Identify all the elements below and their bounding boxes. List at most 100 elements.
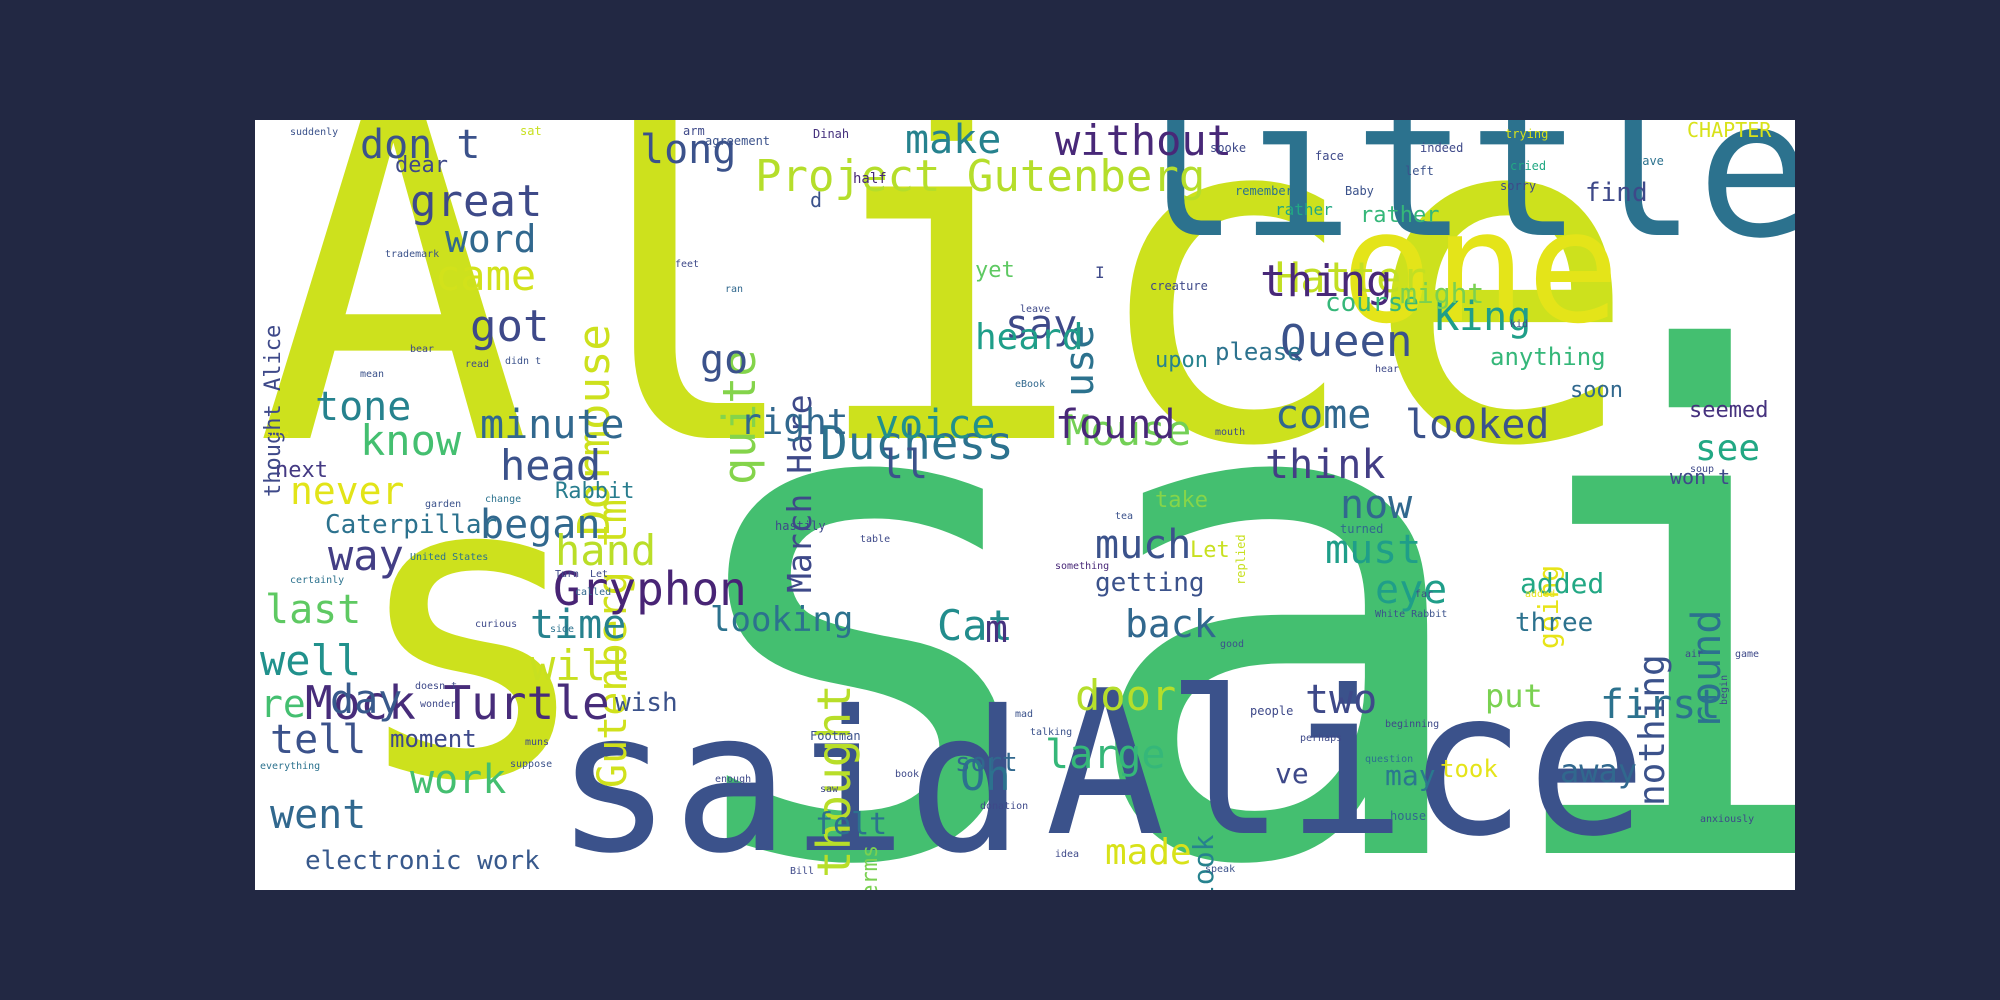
cloud-word: mean xyxy=(360,369,385,380)
cloud-word: added xyxy=(1520,567,1605,600)
cloud-word: replied xyxy=(1234,534,1248,586)
cloud-word: CHAPTER xyxy=(1687,120,1772,142)
cloud-word: Queen xyxy=(1280,316,1413,367)
cloud-word: saw xyxy=(820,784,839,795)
cloud-word: hear xyxy=(1375,364,1400,375)
cloud-word: side xyxy=(550,624,575,635)
cloud-word: looking xyxy=(710,600,854,640)
cloud-word: called xyxy=(575,587,612,598)
cloud-word: muns xyxy=(525,737,550,748)
cloud-word: thought xyxy=(807,684,861,879)
cloud-word: make xyxy=(905,120,1002,163)
cloud-word: getting xyxy=(1095,568,1205,598)
cloud-word: day xyxy=(330,677,403,723)
cloud-word: word xyxy=(445,217,537,261)
cloud-word: United States xyxy=(410,552,489,563)
cloud-word: great xyxy=(410,176,543,227)
cloud-word: Dinah xyxy=(813,127,850,141)
cloud-word: curious xyxy=(475,619,518,630)
cloud-word: said xyxy=(655,213,1795,891)
cloud-word: trademark xyxy=(385,249,440,260)
cloud-word: eye xyxy=(1375,567,1448,613)
cloud-word: felt xyxy=(815,807,888,842)
cloud-word: read xyxy=(465,359,490,370)
cloud-word: time xyxy=(530,602,627,648)
cloud-word: heard xyxy=(975,317,1084,358)
cloud-word: soon xyxy=(1570,378,1623,403)
word-cloud: saidAlicessaidAlicelittleoneProject Gute… xyxy=(255,120,1795,890)
cloud-word: anything xyxy=(1490,343,1606,371)
cloud-word: sort xyxy=(955,748,1018,778)
cloud-word: remember xyxy=(1235,184,1293,198)
cloud-word: see xyxy=(1695,428,1761,469)
cloud-word: anxiously xyxy=(1700,814,1755,825)
cloud-word: s xyxy=(345,385,598,874)
cloud-word: bear xyxy=(410,344,435,355)
cloud-word: suddenly xyxy=(290,127,339,138)
cloud-word: ll xyxy=(880,442,929,488)
cloud-word: book xyxy=(895,769,920,780)
cloud-word: well xyxy=(260,636,362,685)
cloud-word: Hatter xyxy=(1275,253,1427,302)
cloud-word: think xyxy=(1265,442,1386,488)
cloud-word: left xyxy=(1405,164,1434,178)
cloud-word: Caterpillar xyxy=(325,510,498,540)
cloud-word: spoke xyxy=(1210,141,1247,155)
cloud-word: sat xyxy=(520,124,542,138)
cloud-word: dear xyxy=(395,153,448,178)
cloud-word: talking xyxy=(1030,727,1073,738)
cloud-word: trying xyxy=(1505,127,1549,141)
cloud-word: right xyxy=(740,402,849,443)
cloud-word: face xyxy=(1315,149,1344,163)
cloud-word: ve xyxy=(1275,757,1309,790)
cloud-word: perhaps xyxy=(1300,733,1343,744)
cloud-word: looked xyxy=(1405,402,1550,448)
cloud-word: Project Gutenberg xyxy=(755,151,1206,202)
cloud-word: gave xyxy=(1635,154,1664,168)
cloud-word: come xyxy=(1275,392,1372,438)
cloud-word: idea xyxy=(1055,849,1080,860)
cloud-word: donation xyxy=(980,801,1029,812)
cloud-word: must xyxy=(1325,527,1422,573)
cloud-word: upon xyxy=(1155,348,1208,373)
cloud-word: large xyxy=(1045,732,1166,778)
cloud-word: arm xyxy=(683,124,705,138)
cloud-word: Cat xyxy=(937,601,1013,650)
cloud-word: much xyxy=(1095,522,1192,568)
cloud-word: found xyxy=(1055,402,1176,448)
cloud-word: work xyxy=(410,757,507,803)
cloud-word: go xyxy=(700,337,749,383)
cloud-word: terms xyxy=(858,844,883,890)
cloud-word: agreement xyxy=(705,134,771,148)
cloud-word: little xyxy=(1125,120,1795,280)
cloud-word: d xyxy=(810,188,823,212)
cloud-word: away xyxy=(1560,752,1638,790)
cloud-word: change xyxy=(485,494,522,505)
cloud-word: might xyxy=(1400,277,1485,310)
cloud-word: don t xyxy=(360,122,481,168)
cloud-word: didn t xyxy=(505,356,542,367)
cloud-word: question xyxy=(1365,754,1414,765)
cloud-word: cried xyxy=(1510,159,1547,173)
cloud-word: made xyxy=(1105,832,1192,873)
cloud-word: Oh xyxy=(960,751,1011,800)
cloud-word: m xyxy=(985,607,1008,651)
cloud-word: said xyxy=(555,669,1025,890)
cloud-word: look xyxy=(1187,834,1220,890)
cloud-word: came xyxy=(435,251,537,300)
cloud-word: head xyxy=(500,441,602,490)
cloud-word: Alice xyxy=(255,120,1640,547)
cloud-word: suppose xyxy=(510,759,553,770)
cloud-word: eBook xyxy=(1015,379,1046,390)
cloud-word: Footman xyxy=(810,729,861,743)
cloud-word: wish xyxy=(615,688,678,718)
cloud-word: ran xyxy=(725,284,744,295)
cloud-word: soup xyxy=(1690,464,1715,475)
cloud-word: nothing xyxy=(1632,654,1673,807)
cloud-word: without xyxy=(1055,120,1233,165)
cloud-word: feet xyxy=(675,259,700,270)
cloud-word: Duchess xyxy=(820,416,1014,470)
cloud-word: sure xyxy=(265,429,290,440)
cloud-word: Gryphon xyxy=(553,562,747,616)
